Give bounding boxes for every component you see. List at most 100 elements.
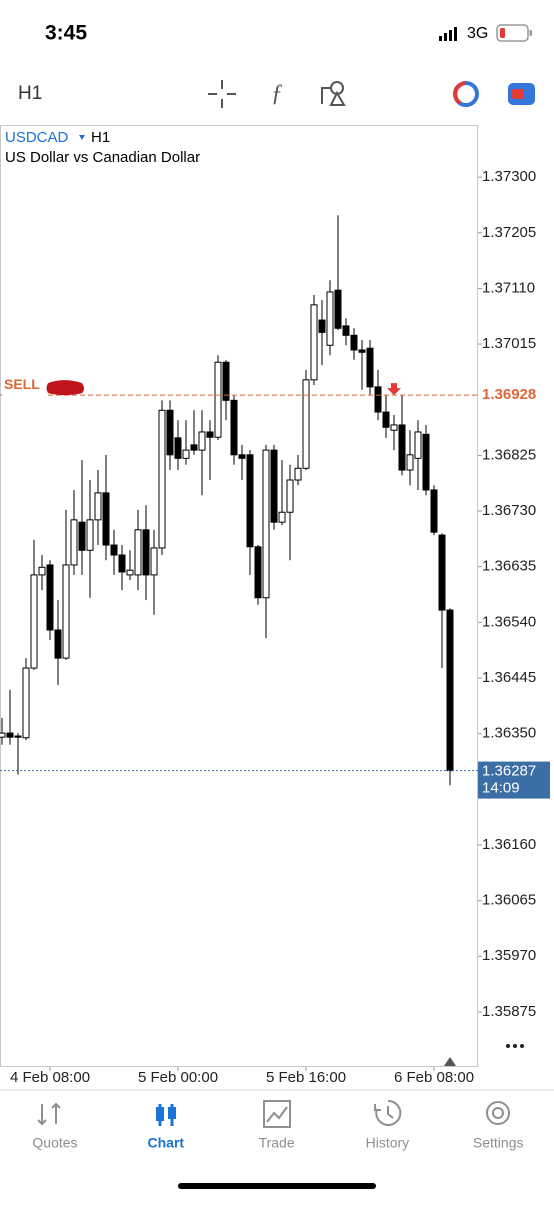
tab-label[interactable]: Quotes bbox=[32, 1135, 77, 1151]
candle-body bbox=[262, 449, 270, 599]
candle-body bbox=[110, 544, 118, 556]
y-tick-label: 1.36065 bbox=[482, 892, 536, 909]
candle-body bbox=[174, 437, 182, 459]
candle-body bbox=[94, 492, 102, 521]
candle-body bbox=[54, 629, 62, 659]
tab-icon[interactable] bbox=[168, 1107, 176, 1119]
candle-body bbox=[150, 547, 158, 576]
tab-icon[interactable] bbox=[263, 1100, 291, 1128]
candle-body bbox=[422, 433, 430, 491]
scroll-marker bbox=[444, 1057, 456, 1066]
y-tick-label: 1.35970 bbox=[482, 947, 536, 964]
candle-body bbox=[118, 554, 126, 573]
candle-body bbox=[158, 409, 166, 549]
more-dot[interactable] bbox=[513, 1044, 517, 1048]
candle-body bbox=[238, 454, 246, 459]
y-tick-label: 1.35875 bbox=[482, 1003, 536, 1020]
y-tick-label: 1.36445 bbox=[482, 669, 536, 686]
tab-label[interactable]: History bbox=[366, 1135, 410, 1151]
symbol-dropdown[interactable] bbox=[79, 135, 85, 140]
timeframe-button[interactable]: H1 bbox=[18, 83, 42, 104]
tab-label[interactable]: Trade bbox=[259, 1135, 295, 1151]
timeframe-label: H1 bbox=[91, 129, 110, 146]
x-tick-label: 5 Feb 00:00 bbox=[138, 1069, 218, 1086]
objects-button[interactable] bbox=[321, 81, 346, 106]
candle-body bbox=[126, 569, 134, 576]
x-tick-label: 5 Feb 16:00 bbox=[266, 1069, 346, 1086]
tab-icon[interactable] bbox=[486, 1101, 510, 1126]
candle-body bbox=[86, 519, 94, 551]
candle-body bbox=[246, 454, 254, 548]
y-tick-label: 1.36730 bbox=[482, 502, 536, 519]
candle-body bbox=[270, 449, 278, 523]
candle-body bbox=[70, 519, 78, 566]
candle-body bbox=[382, 411, 390, 428]
candle-body bbox=[286, 479, 294, 513]
symbol-label[interactable]: USDCAD bbox=[5, 129, 69, 146]
tab-icon[interactable] bbox=[37, 1102, 61, 1126]
candle-body bbox=[358, 349, 366, 353]
trade-signals-button[interactable] bbox=[453, 81, 479, 107]
y-tick-label: 1.36635 bbox=[482, 558, 536, 575]
candle-body bbox=[302, 379, 310, 469]
tab-label[interactable]: Settings bbox=[473, 1135, 524, 1151]
y-tick-label: 1.36540 bbox=[482, 613, 536, 630]
candle-body bbox=[222, 361, 230, 401]
candle-body bbox=[206, 431, 214, 438]
candle-body bbox=[374, 386, 382, 413]
candle-body bbox=[134, 529, 142, 576]
candle-body bbox=[102, 492, 110, 546]
candle-body bbox=[294, 467, 302, 481]
candle-body bbox=[414, 431, 422, 459]
candle-body bbox=[430, 489, 438, 533]
candle-body bbox=[310, 304, 318, 381]
sell-arrow bbox=[387, 383, 401, 396]
tab-icon[interactable] bbox=[156, 1107, 164, 1121]
x-tick-label: 4 Feb 08:00 bbox=[10, 1069, 90, 1086]
sell-label-bg bbox=[2, 384, 46, 405]
y-tick-label: 1.37015 bbox=[482, 335, 536, 352]
indicators-button[interactable]: ƒ bbox=[271, 81, 283, 107]
candle-body bbox=[214, 361, 222, 438]
y-tick-label: 1.37300 bbox=[482, 168, 536, 185]
home-indicator bbox=[178, 1183, 376, 1189]
crosshair-button[interactable] bbox=[208, 80, 236, 108]
candle-body bbox=[254, 546, 262, 599]
more-dot[interactable] bbox=[520, 1044, 524, 1048]
candle-body bbox=[182, 449, 190, 459]
countdown-label: 14:09 bbox=[482, 780, 520, 797]
current-price-label: 1.36287 bbox=[482, 763, 536, 780]
candle-body bbox=[438, 534, 446, 611]
signal-icon bbox=[439, 27, 457, 41]
chart-frame bbox=[0, 125, 478, 1067]
candle-body bbox=[198, 431, 206, 451]
candle-body bbox=[166, 409, 174, 456]
candle-body bbox=[326, 291, 334, 346]
sell-price-bg bbox=[479, 385, 551, 406]
candle-body bbox=[190, 444, 198, 451]
battery-icon bbox=[496, 24, 532, 42]
candle-body bbox=[366, 347, 374, 388]
candle-body bbox=[22, 667, 30, 739]
y-tick-label: 1.36825 bbox=[482, 446, 536, 463]
candle-body bbox=[38, 566, 46, 576]
candle-body bbox=[398, 424, 406, 471]
redaction-mark bbox=[46, 380, 84, 396]
tab-label[interactable]: Chart bbox=[148, 1135, 185, 1151]
candle-body bbox=[406, 454, 414, 471]
candle-body bbox=[230, 399, 238, 456]
network-label: 3G bbox=[467, 25, 488, 42]
y-tick-label: 1.36160 bbox=[482, 836, 536, 853]
candle-body bbox=[142, 529, 150, 576]
candle-body bbox=[14, 735, 22, 738]
more-dot[interactable] bbox=[506, 1044, 510, 1048]
current-price-box bbox=[478, 761, 550, 799]
candle-body bbox=[334, 289, 342, 329]
candle-body bbox=[350, 334, 358, 351]
y-tick-label: 1.36350 bbox=[482, 725, 536, 742]
one-click-button[interactable] bbox=[508, 83, 535, 105]
candle-body bbox=[0, 732, 6, 738]
tab-icon[interactable] bbox=[374, 1099, 402, 1126]
sell-label: SELL bbox=[4, 376, 40, 392]
